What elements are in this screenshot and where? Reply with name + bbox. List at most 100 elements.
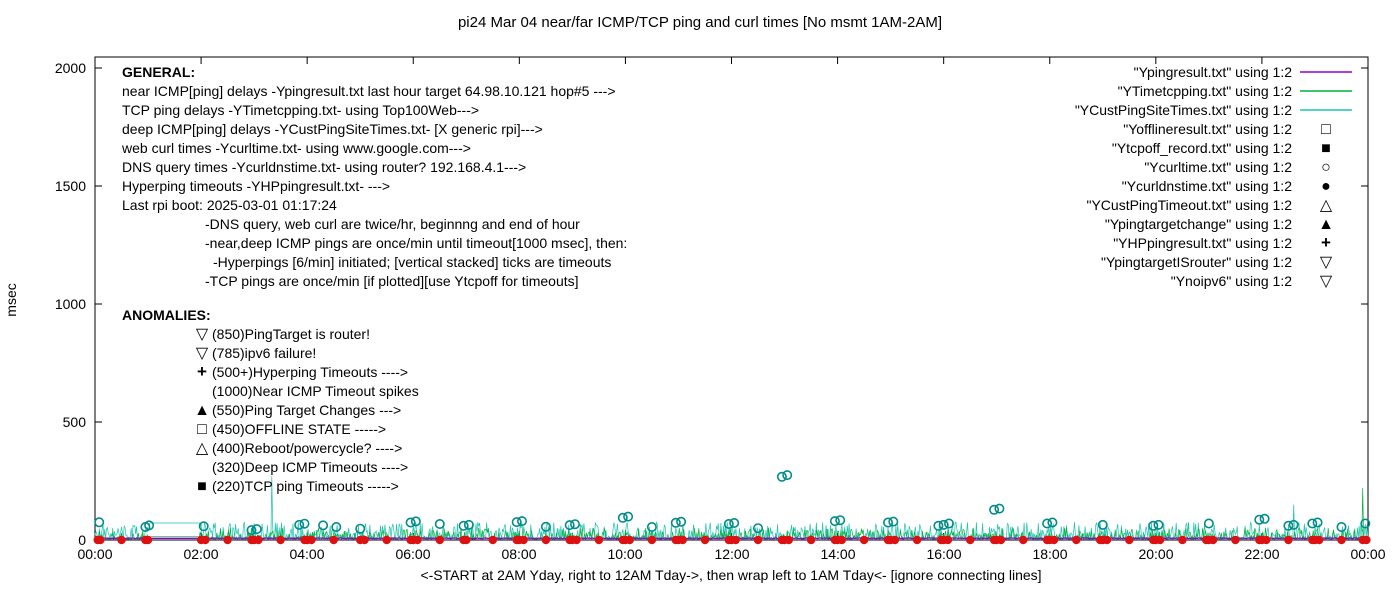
legend-label: "Ytcpoff_record.txt" using 1:2 — [1112, 140, 1292, 156]
legend-item: "Ypingresult.txt" using 1:2 — [1134, 64, 1352, 80]
general-section: GENERAL: near ICMP[ping] delays -Ypingre… — [121, 64, 627, 289]
anomalies-section: ANOMALIES: ▽ (850)PingTarget is router! … — [122, 307, 419, 495]
x-tick-label: 22:00 — [1244, 546, 1279, 562]
general-header: GENERAL: — [122, 64, 195, 80]
anomaly-item: ■ (220)TCP ping Timeouts -----> — [197, 478, 399, 495]
x-tick-label: 00:00 — [1350, 546, 1385, 562]
anomaly-text: (220)TCP ping Timeouts -----> — [212, 478, 399, 494]
legend-item: "Ynoipv6" using 1:2 ▽ — [1171, 273, 1333, 290]
anomaly-text: (550)Ping Target Changes ---> — [212, 402, 401, 418]
open-square-icon: □ — [197, 421, 207, 438]
plus-icon: + — [197, 362, 207, 381]
open-square-icon: □ — [1321, 121, 1331, 138]
plot-marks — [93, 470, 1371, 545]
legend-item: "Ytcpoff_record.txt" using 1:2 ■ — [1112, 140, 1331, 157]
legend: "Ypingresult.txt" using 1:2 "YTimetcppin… — [1075, 64, 1352, 290]
general-line: Hyperping timeouts -YHPpingresult.txt- -… — [122, 178, 390, 194]
anomaly-item: (320)Deep ICMP Timeouts ----> — [212, 459, 408, 475]
anomaly-text: (1000)Near ICMP Timeout spikes — [212, 383, 419, 399]
legend-item: "YCustPingSiteTimes.txt" using 1:2 — [1075, 102, 1352, 118]
Ycurltime.txt-points — [94, 470, 1371, 536]
open-down-triangle-icon: ▽ — [196, 345, 209, 362]
x-tick-label: 18:00 — [1032, 546, 1067, 562]
legend-label: "Ypingtargetchange" using 1:2 — [1105, 216, 1292, 232]
general-line: deep ICMP[ping] delays -YCustPingSiteTim… — [122, 121, 543, 137]
anomaly-text: (785)ipv6 failure! — [212, 345, 316, 361]
legend-label: "Ycurltime.txt" using 1:2 — [1144, 159, 1292, 175]
legend-label: "Ycurldnstime.txt" using 1:2 — [1122, 178, 1292, 194]
legend-label: "YCustPingSiteTimes.txt" using 1:2 — [1075, 102, 1292, 118]
anomaly-item: △ (400)Reboot/powercycle? ----> — [196, 440, 402, 457]
anomalies-header: ANOMALIES: — [122, 307, 211, 323]
open-triangle-icon: △ — [196, 440, 209, 457]
legend-label: "Ynoipv6" using 1:2 — [1171, 273, 1292, 289]
anomaly-text: (400)Reboot/powercycle? ----> — [212, 440, 402, 456]
legend-item: "Ycurltime.txt" using 1:2 ○ — [1144, 159, 1331, 176]
anomaly-item: □ (450)OFFLINE STATE -----> — [197, 421, 386, 438]
x-tick-label: 04:00 — [289, 546, 324, 562]
Ycurldnstime.txt-points — [93, 535, 1371, 545]
legend-label: "Yofflineresult.txt" using 1:2 — [1123, 121, 1292, 137]
filled-square-icon: ■ — [1321, 140, 1331, 157]
anomaly-item: ▽ (850)PingTarget is router! — [196, 326, 370, 343]
filled-square-icon: ■ — [197, 478, 207, 495]
legend-item: "Yofflineresult.txt" using 1:2 □ — [1123, 121, 1331, 138]
open-down-triangle-icon: ▽ — [1320, 273, 1333, 290]
anomaly-item: + (500+)Hyperping Timeouts ----> — [197, 362, 408, 381]
legend-item: "Ypingtargetchange" using 1:2 ▲ — [1105, 216, 1334, 233]
legend-item: "YTimetcpping.txt" using 1:2 — [1118, 83, 1352, 99]
anomaly-text: (500+)Hyperping Timeouts ----> — [212, 364, 408, 380]
x-tick-label: 12:00 — [714, 546, 749, 562]
plus-icon: + — [1321, 233, 1331, 252]
filled-circle-icon: ● — [1321, 178, 1331, 195]
y-tick-label: 1000 — [55, 296, 86, 312]
general-line: near ICMP[ping] delays -Ypingresult.txt … — [122, 83, 616, 99]
filled-triangle-icon: ▲ — [194, 402, 210, 419]
open-triangle-icon: △ — [1320, 197, 1333, 214]
legend-label: "YTimetcpping.txt" using 1:2 — [1118, 83, 1293, 99]
y-tick-label: 2000 — [55, 60, 86, 76]
open-circle-icon: ○ — [1321, 159, 1331, 176]
anomaly-item: (1000)Near ICMP Timeout spikes — [212, 383, 419, 399]
filled-triangle-icon: ▲ — [1318, 216, 1334, 233]
general-line: -near,deep ICMP pings are once/min until… — [205, 235, 627, 251]
x-tick-labels: 00:00 02:00 04:00 06:00 08:00 10:00 12:0… — [77, 546, 1385, 562]
legend-item: "Ycurldnstime.txt" using 1:2 ● — [1122, 178, 1331, 195]
open-down-triangle-icon: ▽ — [1320, 254, 1333, 271]
anomaly-text: (450)OFFLINE STATE -----> — [212, 421, 386, 437]
x-tick-label: 20:00 — [1138, 546, 1173, 562]
x-tick-label: 10:00 — [607, 546, 642, 562]
general-line: -TCP pings are once/min [if plotted][use… — [205, 273, 579, 289]
general-line: TCP ping delays -YTimetcpping.txt- using… — [122, 102, 479, 118]
general-line: Last rpi boot: 2025-03-01 01:17:24 — [122, 197, 337, 213]
general-line: -DNS query, web curl are twice/hr, begin… — [205, 216, 580, 232]
chart-title: pi24 Mar 04 near/far ICMP/TCP ping and c… — [458, 14, 942, 31]
anomaly-text: (320)Deep ICMP Timeouts ----> — [212, 459, 408, 475]
legend-item: "YHPpingresult.txt" using 1:2 + — [1113, 233, 1331, 252]
x-tick-label: 08:00 — [501, 546, 536, 562]
x-tick-label: 00:00 — [77, 546, 112, 562]
y-tick-labels: 0 500 1000 1500 2000 — [55, 60, 86, 548]
x-tick-label: 02:00 — [183, 546, 218, 562]
x-tick-label: 06:00 — [395, 546, 430, 562]
legend-label: "YCustPingTimeout.txt" using 1:2 — [1086, 197, 1292, 213]
x-tick-label: 14:00 — [820, 546, 855, 562]
legend-label: "Ypingresult.txt" using 1:2 — [1134, 64, 1293, 80]
legend-label: "YpingtargetISrouter" using 1:2 — [1101, 254, 1292, 270]
y-axis-label: msec — [3, 283, 19, 316]
legend-item: "YCustPingTimeout.txt" using 1:2 △ — [1086, 197, 1332, 214]
general-line: web curl times -Ycurltime.txt- using www… — [121, 140, 471, 156]
general-line: DNS query times -Ycurldnstime.txt- using… — [122, 159, 526, 175]
open-down-triangle-icon: ▽ — [196, 326, 209, 343]
legend-label: "YHPpingresult.txt" using 1:2 — [1113, 235, 1292, 251]
x-tick-label: 16:00 — [926, 546, 961, 562]
y-tick-label: 0 — [78, 532, 86, 548]
legend-item: "YpingtargetISrouter" using 1:2 ▽ — [1101, 254, 1333, 271]
anomaly-item: ▽ (785)ipv6 failure! — [196, 345, 316, 362]
y-tick-label: 1500 — [55, 178, 86, 194]
anomaly-text: (850)PingTarget is router! — [212, 326, 370, 342]
anomaly-item: ▲ (550)Ping Target Changes ---> — [194, 402, 401, 419]
general-line: -Hyperpings [6/min] initiated; [vertical… — [213, 254, 611, 270]
